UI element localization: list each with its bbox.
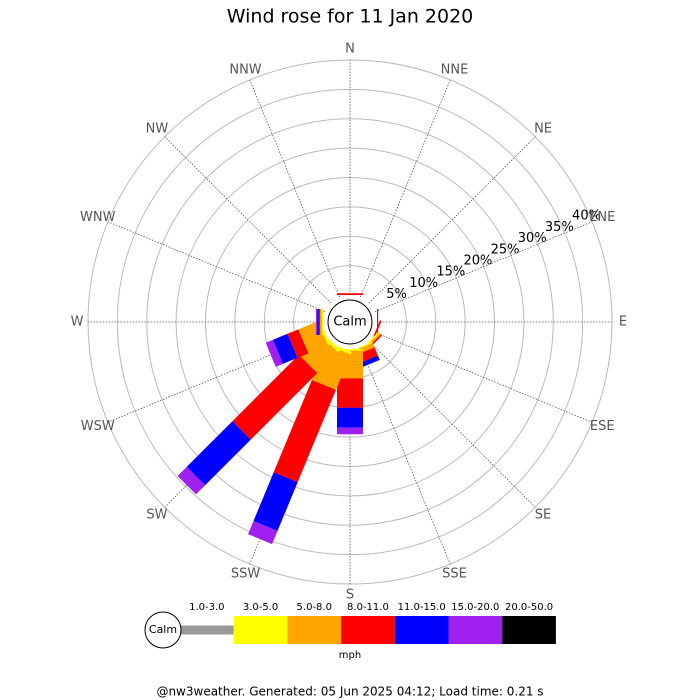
r-tick-label: 15%: [436, 265, 465, 280]
legend-swatch: [448, 616, 503, 644]
legend-swatch: [394, 616, 449, 644]
bar-segment: [186, 421, 251, 486]
legend-label: 1.0-3.0: [189, 602, 224, 613]
direction-label: S: [346, 588, 354, 603]
direction-label: WSW: [81, 419, 115, 434]
bar-segment: [318, 309, 321, 335]
legend-label: 20.0-50.0: [505, 602, 553, 613]
spoke: [368, 136, 536, 304]
spoke: [374, 221, 593, 313]
legend-label: 8.0-11.0: [347, 602, 389, 613]
bar-segment: [273, 379, 336, 483]
direction-label: W: [71, 315, 84, 330]
grid-ring: [116, 88, 584, 556]
bar-segment: [177, 466, 206, 495]
spoke: [249, 79, 341, 298]
unit-label: mph: [339, 650, 361, 661]
bar-segment: [337, 378, 363, 408]
direction-label: SSW: [231, 567, 261, 582]
legend-swatch: [287, 616, 342, 644]
legend-label: 3.0-5.0: [243, 602, 278, 613]
legend-swatch: [180, 625, 234, 635]
grid-ring: [175, 147, 525, 497]
bar-segment: [248, 521, 278, 545]
direction-label: N: [345, 42, 355, 57]
spoke: [368, 340, 536, 508]
direction-label: NNE: [441, 62, 469, 77]
bar-segment: [287, 329, 309, 358]
calm-label: Calm: [333, 315, 366, 330]
bar-segment: [265, 339, 283, 367]
r-tick-label: 5%: [386, 287, 407, 302]
direction-label: ESE: [590, 419, 615, 434]
spoke: [359, 79, 451, 298]
r-tick-label: 10%: [409, 276, 438, 291]
legend-swatch: [341, 616, 395, 644]
bar-segment: [337, 427, 363, 435]
spoke: [374, 331, 593, 423]
spoke: [164, 136, 332, 304]
legend-calm-circle: [144, 611, 182, 649]
legend-label: 15.0-20.0: [451, 602, 499, 613]
direction-label: SSE: [442, 567, 467, 582]
spoke: [107, 221, 326, 313]
direction-label: E: [619, 315, 627, 330]
r-tick-label: 40%: [572, 209, 601, 224]
bar-segment: [337, 407, 363, 428]
bar-segment: [321, 309, 323, 335]
bar-segment: [272, 333, 298, 364]
r-tick-label: 30%: [518, 231, 547, 246]
bar-segment: [320, 309, 322, 335]
calm-circle: [327, 299, 373, 345]
legend-label: 5.0-8.0: [297, 602, 332, 613]
legend-label: 11.0-15.0: [398, 602, 446, 613]
direction-label: NW: [146, 121, 169, 136]
legend-swatch: [233, 616, 288, 644]
bar-segment: [337, 293, 363, 295]
spoke: [359, 346, 451, 565]
direction-label: SW: [146, 508, 167, 523]
legend-calm-label: Calm: [149, 623, 177, 636]
r-tick-label: 35%: [545, 220, 574, 235]
bar-segment: [317, 309, 319, 335]
footer: @nw3weather. Generated: 05 Jun 2025 04:1…: [156, 685, 543, 699]
r-tick-label: 20%: [464, 253, 493, 268]
r-tick-label: 25%: [491, 242, 520, 257]
direction-label: WNW: [80, 210, 116, 225]
grid-ring: [146, 118, 554, 526]
legend-swatch: [502, 616, 556, 644]
bar-segment: [232, 354, 318, 440]
direction-label: NE: [534, 121, 552, 136]
direction-label: NNW: [229, 62, 261, 77]
direction-label: ENE: [589, 210, 615, 225]
bar-segment: [311, 344, 351, 390]
bar-segment: [315, 309, 318, 335]
direction-label: SE: [535, 508, 551, 523]
chart-title: Wind rose for 11 Jan 2020: [227, 6, 474, 28]
bar-segment: [253, 472, 298, 532]
